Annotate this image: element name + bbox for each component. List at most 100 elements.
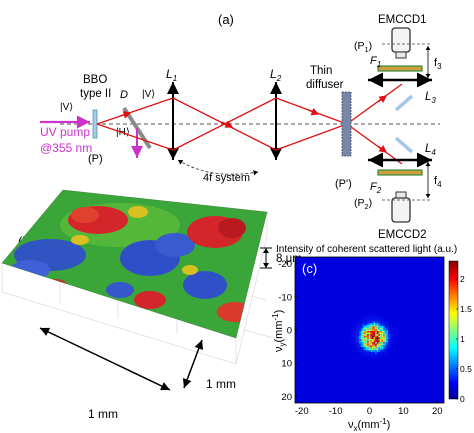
speckle-cell (375, 351, 377, 354)
speckle-cell (364, 324, 366, 327)
speckle-cell (375, 348, 377, 351)
speckle-cell (386, 335, 388, 338)
bbo-label-line2: type II (80, 88, 111, 100)
speckle-cell (357, 335, 360, 338)
speckle-cell (367, 334, 369, 336)
colorbar-ticks: 0 0.5 1 1.5 2 (456, 274, 472, 404)
speckle-cell (375, 347, 377, 349)
speckle-cell (376, 343, 379, 346)
speckle-cell (364, 329, 366, 331)
speckle-cell (360, 326, 363, 328)
speckle-cell (378, 332, 380, 335)
speckle-cell (376, 347, 379, 349)
diffuser-label-line1: Thin (310, 65, 332, 77)
speckle-cell (368, 329, 371, 331)
filter-f1 (377, 65, 423, 72)
thin-diffuser (341, 91, 352, 157)
speckle-cell (364, 340, 366, 343)
speckle-cell (370, 342, 372, 344)
speckle-cell (364, 347, 366, 349)
speckle-cell (367, 327, 369, 330)
x-axis-ticks: -20 -10 0 10 20 (295, 400, 443, 417)
speckle-cell (373, 343, 376, 346)
speckle-cell (370, 324, 372, 327)
speckle-cell (378, 326, 380, 328)
speckle-cell (388, 332, 390, 335)
speckle-cell (375, 334, 377, 336)
y-axis-label: νy(mm-1) (271, 310, 287, 352)
y-tick-label: -10 (278, 292, 292, 303)
speckle-cell (376, 321, 379, 323)
speckle-cell (360, 331, 363, 333)
speckle-cell (376, 324, 379, 327)
speckle-cell (380, 327, 382, 330)
emccd2-camera-icon (391, 191, 411, 223)
emccd1-label: EMCCD1 (378, 14, 427, 26)
speckle-cell (357, 337, 360, 339)
pump-label-line2: @355 nm (40, 141, 92, 155)
lens-l2-label: L2 (270, 67, 282, 83)
speckle-cell (381, 327, 384, 330)
speckle-cell (364, 334, 366, 336)
speckle-cell (357, 339, 360, 341)
speckle-cell (380, 335, 382, 338)
speckle-cell (384, 342, 387, 344)
speckle-cell (370, 323, 372, 325)
speckle-cell (372, 321, 374, 323)
speckle-cell (380, 334, 382, 336)
speckle-cell (370, 329, 372, 331)
speckle-cell (365, 327, 368, 330)
speckle-cell (365, 342, 368, 344)
speckle-cell (368, 335, 371, 338)
height-scale-bar (260, 247, 272, 269)
speckle-cell (383, 337, 385, 339)
speckle-cell (381, 334, 384, 336)
x-scale-label: 1 mm (88, 407, 118, 421)
speckle-cell (384, 337, 387, 339)
speckle-cell (360, 340, 363, 343)
speckle-cell (370, 340, 372, 343)
speckle-cell (378, 343, 380, 346)
filter-f1-label: F1 (370, 55, 381, 69)
x-tick-label: -20 (295, 406, 309, 417)
speckle-cell (365, 345, 368, 347)
speckle-cell (368, 332, 371, 335)
speckle-cell (368, 323, 371, 325)
speckle-cell (383, 324, 385, 327)
speckle-cell (367, 337, 369, 339)
y-scale-arrow (182, 339, 204, 389)
speckle-cell (368, 339, 371, 341)
speckle-cell (378, 339, 380, 341)
speckle-cell (384, 329, 387, 331)
speckle-cell (362, 327, 364, 330)
lens-l2: L2 (270, 67, 282, 160)
speckle-cell (384, 332, 387, 335)
speckle-cell (373, 350, 376, 352)
speckle-cell (360, 345, 363, 347)
speckle-cell (359, 342, 361, 344)
diffuser-label-line2: diffuser (306, 79, 344, 91)
speckle-cell (368, 321, 371, 323)
speckle-cell (388, 335, 390, 338)
speckle-cell (367, 343, 369, 346)
speckle-cell (378, 323, 380, 325)
speckle-cell (380, 343, 382, 346)
speckle-cell (376, 351, 379, 354)
speckle-cell (360, 327, 363, 330)
colorbar-tick-label: 0.5 (460, 364, 472, 374)
speckle-cell (362, 332, 364, 335)
speckle-cell (370, 331, 372, 333)
speckle-cell (383, 347, 385, 349)
colorbar-tick-label: 2 (460, 274, 465, 284)
speckle-cell (370, 339, 372, 341)
panel-a-label: (a) (218, 12, 234, 27)
speckle-cell (370, 347, 372, 349)
filter-f2-label: F2 (370, 181, 382, 195)
speckle-cell (367, 324, 369, 327)
speckle-cell (372, 326, 374, 328)
speckle-cell (357, 340, 360, 343)
x-tick-label: 10 (398, 406, 409, 417)
speckle-cell (380, 331, 382, 333)
speckle-cell (362, 348, 364, 351)
speckle-cell (372, 340, 374, 343)
